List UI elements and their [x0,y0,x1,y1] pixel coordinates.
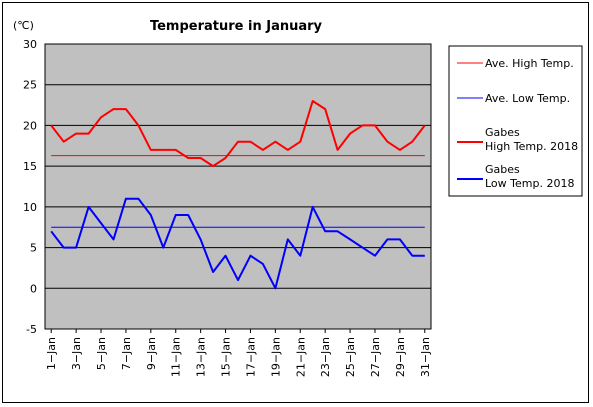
x-tick-label: 9−Jan [145,337,158,370]
legend-label-4: Low Temp. 2018 [485,177,574,190]
x-tick-label: 11−Jan [170,337,183,377]
x-tick-label: 31−Jan [419,337,432,377]
x-tick-label: 15−Jan [220,337,233,377]
legend-label-3: High Temp. 2018 [485,140,578,153]
y-tick-label: 15 [23,160,37,173]
x-tick-label: 21−Jan [294,337,307,377]
chart-title: Temperature in January [150,19,323,34]
x-tick-label: 19−Jan [269,337,282,377]
y-tick-label: 5 [30,242,37,255]
y-tick-label: -5 [26,323,37,336]
y-tick-label: 0 [30,282,37,295]
chart-frame: -5 0 5 10 15 20 25 30 (℃) Temperature in January 1… [2,2,589,403]
y-tick-label: 30 [23,38,37,51]
x-tick-label: 3−Jan [70,337,83,370]
x-tick-label: 25−Jan [344,337,357,377]
x-tick-label: 23−Jan [319,337,332,377]
legend-label-2: Ave. Low Temp. [485,92,570,105]
legend-label-1: Ave. High Temp. [485,57,574,70]
y-tick-label: 25 [23,79,37,92]
y-tick-label: 20 [23,119,37,132]
y-axis-label: (℃) [13,19,34,32]
legend-label-3: Gabes [485,126,520,139]
x-tick-label: 1−Jan [45,337,58,370]
plot-area [44,43,432,330]
legend-box [448,45,583,197]
y-tick-label: 10 [23,201,37,214]
x-tick-label: 5−Jan [95,337,108,370]
series-line-4 [50,197,425,290]
series-line-3 [50,100,426,168]
x-tick-label: 13−Jan [195,337,208,377]
temperature-chart: -5 0 5 10 15 20 25 30 (℃) Temperature in January 1… [13,19,583,377]
x-tick-label: 27−Jan [369,337,382,377]
x-tick-label: 29−Jan [394,337,407,377]
x-tick-label: 17−Jan [244,337,257,377]
legend-label-4: Gabes [485,163,520,176]
x-tick-label: 7−Jan [120,337,133,370]
